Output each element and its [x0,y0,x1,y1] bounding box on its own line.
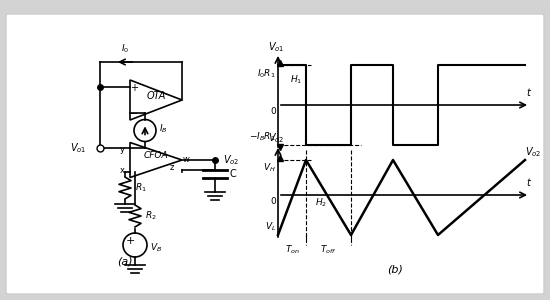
Text: $-$: $-$ [129,107,139,117]
Text: $R_2$: $R_2$ [145,210,157,222]
Text: w: w [183,155,189,164]
Text: $R_1$: $R_1$ [135,182,147,194]
Text: z: z [170,164,174,172]
Text: $V_{o2}$: $V_{o2}$ [268,131,284,145]
Text: $V_{o1}$: $V_{o1}$ [268,40,284,54]
Text: (a): (a) [117,257,133,267]
Text: t: t [526,88,530,98]
Text: t: t [526,178,530,188]
Text: $I_0$: $I_0$ [121,43,129,55]
Text: +: + [130,83,138,93]
Text: $V_{o2}$: $V_{o2}$ [223,153,239,167]
Text: $V_{o1}$: $V_{o1}$ [70,141,86,155]
Text: x: x [119,166,124,175]
Text: $-I_BR_1$: $-I_BR_1$ [250,130,276,143]
Text: CFOA: CFOA [144,152,168,160]
Text: $V_B$: $V_B$ [150,242,162,254]
Text: 0: 0 [270,197,276,206]
Text: C: C [229,169,236,179]
Text: 0: 0 [270,107,276,116]
Text: (b): (b) [387,265,403,275]
Text: +: + [125,236,135,246]
FancyBboxPatch shape [6,14,544,294]
Text: $T_{off}$: $T_{off}$ [320,243,337,256]
Text: $I_B$: $I_B$ [159,122,168,135]
Text: $V_{o2}$: $V_{o2}$ [525,145,541,159]
Text: OTA: OTA [146,91,166,101]
Text: $T_{on}$: $T_{on}$ [284,243,300,256]
Text: $V_H$: $V_H$ [263,162,276,175]
Text: $H_2$: $H_2$ [315,197,327,209]
Text: $I_0R_1$: $I_0R_1$ [257,67,276,80]
Text: y: y [119,145,124,154]
Text: $H_1$: $H_1$ [290,74,302,86]
Text: $V_L$: $V_L$ [265,220,276,233]
